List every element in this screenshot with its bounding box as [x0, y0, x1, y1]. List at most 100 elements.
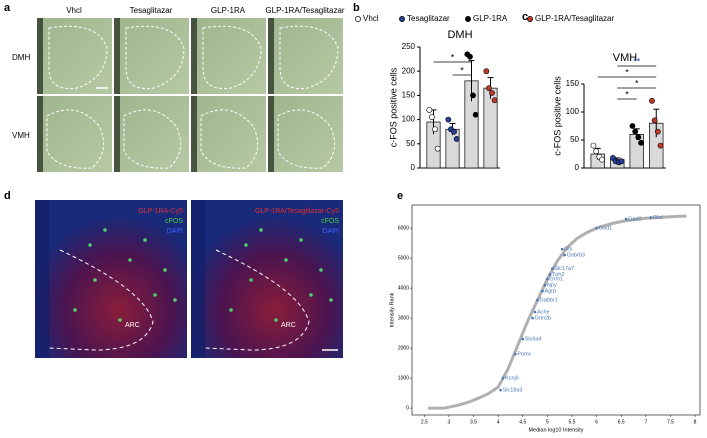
- region-outline: [123, 109, 182, 169]
- cfos-cell: [128, 258, 132, 262]
- gene-label: Gls: [564, 247, 573, 253]
- data-point: [445, 116, 452, 123]
- y-tick-label: 50: [570, 135, 579, 144]
- dark-edge: [37, 96, 43, 172]
- region-outline: [48, 249, 154, 351]
- gene-label: Grin2b: [535, 316, 552, 322]
- dark-edge: [191, 96, 197, 172]
- data-point: [467, 53, 473, 60]
- region-outline: [125, 25, 185, 90]
- dark-edge: [114, 96, 120, 172]
- cfos-cell: [88, 243, 92, 247]
- micrograph: [37, 18, 112, 94]
- x-tick-label: 6.5: [618, 419, 625, 425]
- gene-label: Agrp: [544, 289, 556, 295]
- panel-label: a: [4, 2, 11, 14]
- legend-label: Vhcl: [363, 14, 379, 23]
- gene-point: [548, 273, 552, 276]
- y-tick-label: 150: [402, 91, 416, 100]
- stain-label: cFOS: [165, 218, 183, 225]
- x-tick-label: 7: [644, 419, 647, 425]
- legend-label: Tesaglitazar: [407, 14, 450, 23]
- gene-label: Gabbr1: [540, 298, 558, 304]
- cfos-cell: [143, 238, 147, 242]
- y-axis-label: c-FOS positive cells: [552, 76, 562, 156]
- gene-label: Npy: [547, 283, 557, 289]
- gene-point: [560, 247, 564, 251]
- significance-label: *: [451, 52, 455, 62]
- data-point: [618, 158, 625, 165]
- data-point: [470, 92, 476, 99]
- gene-label: Slc17a7: [554, 266, 574, 272]
- gene-label: Tph2: [552, 272, 565, 278]
- fluorescence-image: [35, 200, 187, 358]
- cfos-cell: [284, 258, 288, 262]
- micrograph: [114, 96, 189, 172]
- panel-label: d: [4, 190, 11, 202]
- panel-label: c: [522, 11, 528, 23]
- data-point: [638, 139, 644, 146]
- y-tick-label: 100: [566, 107, 580, 116]
- x-tick-label: 6: [595, 419, 598, 425]
- data-point: [426, 107, 433, 113]
- significance-label: *: [460, 65, 464, 75]
- dark-edge: [268, 18, 274, 94]
- gene-point: [624, 217, 628, 221]
- stain-label: DAPI: [323, 228, 339, 235]
- panel-label: e: [397, 190, 403, 202]
- region-outline: [46, 109, 105, 169]
- data-point: [434, 145, 441, 152]
- dark-edge: [268, 96, 274, 172]
- gene-point: [595, 226, 598, 230]
- gene-point: [541, 289, 544, 293]
- gene-label: Glul: [653, 215, 663, 221]
- y-tick-label: 50: [406, 139, 415, 148]
- y-tick-label: 2000: [398, 345, 409, 351]
- rank-curve: [427, 214, 687, 410]
- cfos-cell: [309, 293, 313, 297]
- legend-marker: [399, 16, 405, 22]
- gene-point: [551, 267, 554, 270]
- data-point: [451, 128, 457, 135]
- gene-point: [543, 283, 547, 287]
- dark-edge: [114, 18, 120, 94]
- cfos-cell: [329, 298, 333, 302]
- region-outline: [279, 25, 339, 90]
- micrograph: [191, 96, 266, 172]
- data-point: [590, 142, 597, 149]
- y-tick-label: 6000: [398, 225, 409, 231]
- x-tick-label: 2.5: [421, 419, 428, 425]
- cfos-cell: [163, 268, 167, 272]
- data-point: [632, 128, 639, 135]
- column-label: GLP-1RA/Tesaglitazar: [265, 6, 344, 15]
- x-tick-label: 7.5: [667, 419, 674, 425]
- gene-point: [546, 277, 549, 281]
- y-tick-label: 100: [402, 115, 416, 124]
- gene-point: [649, 216, 653, 219]
- y-tick-label: 200: [402, 66, 416, 75]
- y-tick-label: 250: [402, 42, 416, 51]
- gene-point: [531, 316, 534, 320]
- dark-edge: [37, 18, 43, 94]
- gene-label: Slc6a4: [525, 337, 542, 343]
- gene-label: Grm1: [549, 277, 563, 283]
- data-point: [486, 85, 492, 92]
- micrograph: [268, 18, 343, 94]
- micrograph: [114, 18, 189, 94]
- data-point: [432, 126, 438, 133]
- data-point: [654, 128, 661, 135]
- x-tick-label: 5: [546, 419, 549, 425]
- data-point: [429, 114, 435, 121]
- region-outline: [202, 25, 262, 90]
- cfos-cell: [274, 318, 278, 322]
- cfos-cell: [73, 308, 77, 312]
- region-label: ARC: [281, 322, 296, 329]
- micrograph: [268, 96, 343, 172]
- chart-title: VMH: [613, 52, 638, 64]
- data-point: [599, 156, 605, 163]
- legend-label: GLP-1RA/Tesaglitazar: [535, 14, 614, 23]
- cfos-cell: [118, 318, 122, 322]
- gene-point: [536, 298, 539, 302]
- y-tick-label: 0: [575, 163, 580, 172]
